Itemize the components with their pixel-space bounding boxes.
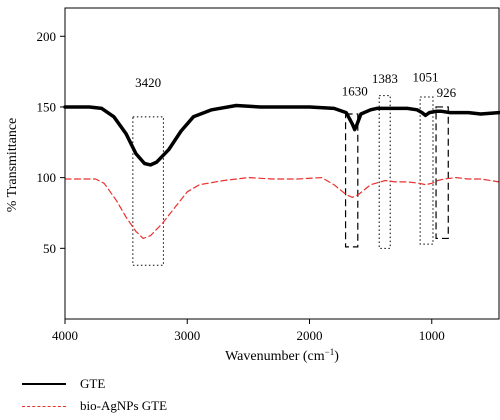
x-tick-label: 2000 [297,328,323,343]
x-tick-label: 3000 [174,328,200,343]
x-axis-label: Wavenumber (cm−1) [225,347,339,364]
annotation-label-926: 926 [437,85,457,100]
legend-item-bio-agnps-gte: bio-AgNPs GTE [22,398,167,414]
axes: 4000 3000 2000 1000 50 100 150 200 [37,7,500,343]
series-line-bio-agnps-gte [64,177,500,239]
legend-swatch-gte [22,383,66,385]
annotation-label-1383: 1383 [372,71,398,86]
y-axis-label: % Transmittance [5,118,20,213]
annotation-label-3420: 3420 [135,75,161,90]
y-tick-label: 150 [37,99,57,114]
annotation-label-1630: 1630 [342,84,368,99]
annotation-box-1630 [344,113,359,248]
plot-frame [64,7,500,320]
x-tick-label: 4000 [52,328,78,343]
series-line-gte [63,103,500,167]
y-tick-label: 100 [37,170,57,185]
legend-swatch-bio-agnps-gte [22,405,66,407]
annotation-box-3420 [132,116,164,266]
legend-label-bio-agnps-gte: bio-AgNPs GTE [80,398,168,413]
annotation-box-1383 [378,95,391,249]
annotation-box-1051 [419,96,434,245]
legend-label-gte: GTE [80,376,106,391]
annotation-box-926 [435,106,449,240]
y-tick-label: 50 [43,241,56,256]
legend-item-gte: GTE [22,376,105,392]
annotation-label-1051: 1051 [413,70,439,85]
x-tick-label: 1000 [419,328,445,343]
y-tick-label: 200 [37,29,57,44]
